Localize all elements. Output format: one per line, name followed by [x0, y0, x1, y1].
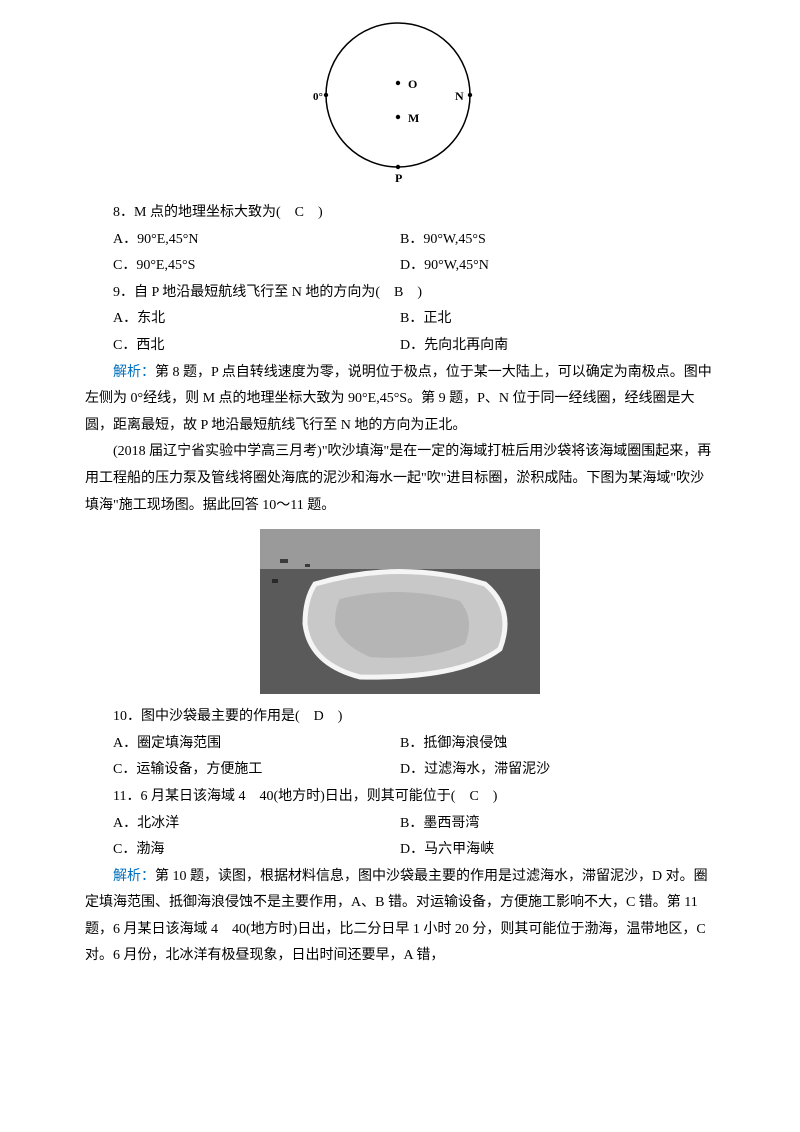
q10-stem: 10．图中沙袋最主要的作用是( D ) — [85, 704, 715, 731]
q11-row2: C．渤海 D．马六甲海峡 — [85, 837, 715, 864]
label-N: N — [455, 89, 464, 103]
q10-optB: B．抵御海浪侵蚀 — [400, 731, 715, 758]
label-O: O — [408, 77, 417, 91]
q10-optA: A．圈定填海范围 — [85, 731, 400, 758]
q9-optB: B．正北 — [400, 306, 715, 333]
q11-optA: A．北冰洋 — [85, 811, 400, 838]
q8-row2: C．90°E,45°S D．90°W,45°N — [85, 253, 715, 280]
label-P: P — [395, 171, 402, 185]
q11-optD: D．马六甲海峡 — [400, 837, 715, 864]
q11-optC: C．渤海 — [85, 837, 400, 864]
context-q10q11: (2018 届辽宁省实验中学高三月考)"吹沙填海"是在一定的海域打桩后用沙袋将该… — [85, 439, 715, 519]
q10-optC: C．运输设备，方便施工 — [85, 757, 400, 784]
label-M: M — [408, 111, 419, 125]
polar-diagram: 0° O N M P — [85, 20, 715, 185]
analysis-body-1: 第 8 题，P 点自转线速度为零，说明位于极点，位于某一大陆上，可以确定为南极点… — [85, 365, 712, 433]
q8-row1: A．90°E,45°N B．90°W,45°S — [85, 227, 715, 254]
q10-row1: A．圈定填海范围 B．抵御海浪侵蚀 — [85, 731, 715, 758]
construction-photo-svg — [260, 529, 540, 694]
q11-optB: B．墨西哥湾 — [400, 811, 715, 838]
q10-row2: C．运输设备，方便施工 D．过滤海水，滞留泥沙 — [85, 757, 715, 784]
polar-diagram-svg: 0° O N M P — [313, 20, 488, 185]
construction-photo — [85, 529, 715, 694]
q9-optA: A．东北 — [85, 306, 400, 333]
q10-optD: D．过滤海水，滞留泥沙 — [400, 757, 715, 784]
q8-optA: A．90°E,45°N — [85, 227, 400, 254]
label-zero: 0° — [313, 91, 323, 103]
q11-stem: 11．6 月某日该海域 4 40(地方时)日出，则其可能位于( C ) — [85, 784, 715, 811]
q9-row2: C．西北 D．先向北再向南 — [85, 333, 715, 360]
analysis-body-2: 第 10 题，读图，根据材料信息，图中沙袋最主要的作用是过滤海水，滞留泥沙，D … — [85, 869, 708, 964]
q9-stem: 9．自 P 地沿最短航线飞行至 N 地的方向为( B ) — [85, 280, 715, 307]
q9-optC: C．西北 — [85, 333, 400, 360]
q8-optB: B．90°W,45°S — [400, 227, 715, 254]
q8-optC: C．90°E,45°S — [85, 253, 400, 280]
q8-stem: 8．M 点的地理坐标大致为( C ) — [85, 200, 715, 227]
q9-row1: A．东北 B．正北 — [85, 306, 715, 333]
analysis-q10q11: 解析：第 10 题，读图，根据材料信息，图中沙袋最主要的作用是过滤海水，滞留泥沙… — [85, 864, 715, 970]
analysis-label-2: 解析： — [113, 869, 155, 884]
q9-optD: D．先向北再向南 — [400, 333, 715, 360]
analysis-q8q9: 解析：第 8 题，P 点自转线速度为零，说明位于极点，位于某一大陆上，可以确定为… — [85, 360, 715, 440]
analysis-label: 解析： — [113, 365, 155, 380]
q11-row1: A．北冰洋 B．墨西哥湾 — [85, 811, 715, 838]
q8-optD: D．90°W,45°N — [400, 253, 715, 280]
